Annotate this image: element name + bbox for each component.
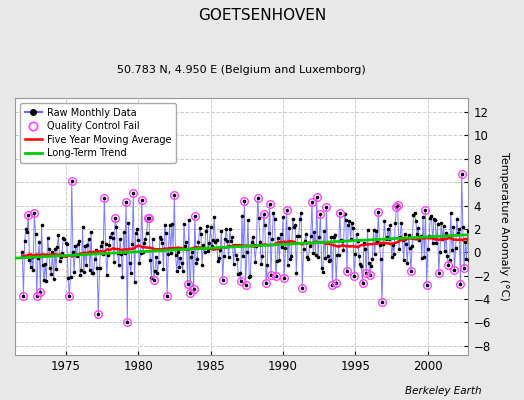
Text: GOETSENHOVEN: GOETSENHOVEN <box>198 8 326 23</box>
Text: Berkeley Earth: Berkeley Earth <box>406 386 482 396</box>
Title: 50.783 N, 4.950 E (Belgium and Luxemborg): 50.783 N, 4.950 E (Belgium and Luxemborg… <box>117 65 366 75</box>
Y-axis label: Temperature Anomaly (°C): Temperature Anomaly (°C) <box>499 152 509 301</box>
Legend: Raw Monthly Data, Quality Control Fail, Five Year Moving Average, Long-Term Tren: Raw Monthly Data, Quality Control Fail, … <box>20 103 177 163</box>
